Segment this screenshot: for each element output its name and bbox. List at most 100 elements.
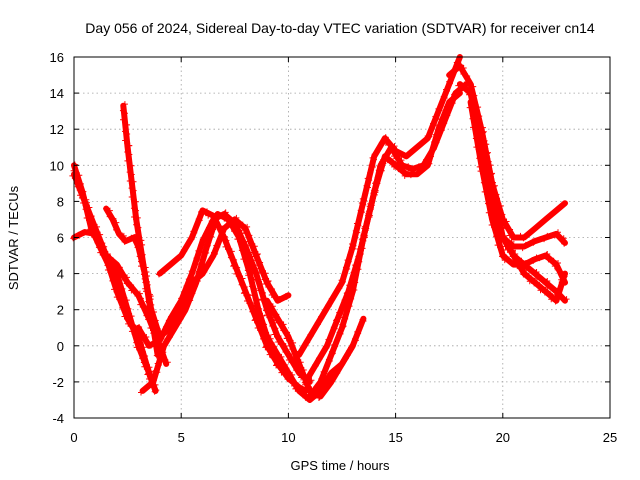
- data-point: [267, 335, 274, 342]
- data-point: [561, 279, 568, 286]
- data-point: [233, 214, 240, 221]
- data-point: [294, 362, 301, 369]
- data-point: [556, 233, 563, 240]
- data-point: [188, 268, 195, 275]
- data-point: [296, 349, 303, 356]
- data-point: [85, 208, 92, 215]
- data-point: [555, 229, 561, 236]
- data-point: [148, 342, 155, 349]
- data-point: [178, 295, 185, 302]
- data-point: [416, 169, 423, 176]
- data-point: [299, 373, 306, 380]
- data-point: [454, 92, 461, 99]
- data-point: [471, 109, 478, 116]
- x-tick-label: 25: [603, 430, 617, 445]
- data-point: [282, 343, 289, 350]
- data-point: [223, 223, 230, 230]
- data-point: [251, 285, 258, 292]
- data-point: [142, 353, 149, 360]
- data-point: [460, 65, 467, 72]
- data-point: [510, 234, 517, 241]
- data-point: [437, 124, 444, 131]
- data-point: [156, 335, 163, 342]
- data-point: [426, 151, 433, 158]
- data-point: [529, 257, 536, 264]
- data-point: [351, 335, 358, 342]
- data-point: [249, 308, 256, 315]
- data-point: [275, 338, 282, 345]
- data-point: [525, 272, 532, 279]
- data-point: [452, 66, 459, 73]
- data-point: [447, 97, 454, 104]
- data-point: [471, 118, 478, 125]
- data-point: [360, 317, 367, 324]
- data-point: [219, 231, 226, 238]
- data-point: [300, 344, 307, 351]
- data-point: [71, 161, 78, 168]
- data-point: [234, 264, 241, 271]
- data-point: [532, 269, 539, 276]
- data-point: [308, 390, 315, 397]
- data-point: [435, 105, 442, 112]
- data-point: [198, 272, 205, 279]
- data-point: [536, 255, 543, 262]
- data-point: [195, 247, 202, 254]
- data-point: [154, 360, 161, 367]
- data-point: [144, 281, 151, 288]
- data-point: [352, 227, 359, 234]
- data-point: [424, 132, 431, 139]
- data-point: [526, 278, 533, 285]
- data-point: [140, 266, 147, 273]
- data-point: [387, 145, 394, 152]
- data-point: [407, 172, 414, 179]
- data-point: [457, 62, 464, 69]
- data-point: [410, 147, 417, 154]
- data-point: [324, 375, 331, 382]
- data-point: [134, 293, 141, 300]
- data-point: [151, 374, 158, 381]
- data-point: [196, 217, 203, 224]
- data-point: [120, 272, 127, 279]
- data-point: [114, 287, 121, 294]
- data-point: [425, 159, 432, 166]
- data-point: [530, 239, 537, 246]
- data-point: [94, 239, 101, 246]
- data-point: [522, 259, 529, 266]
- y-axis-ticks: -4 -2 0 2 4 6 8 10 12 14 16: [50, 50, 610, 426]
- data-point: [394, 160, 401, 167]
- data-point: [151, 388, 158, 395]
- data-point: [241, 283, 248, 290]
- data-point: [391, 153, 397, 160]
- data-point: [153, 367, 160, 374]
- data-point: [231, 262, 237, 269]
- data-point: [149, 379, 156, 386]
- data-point: [139, 331, 146, 338]
- data-point: [131, 234, 138, 241]
- data-point: [113, 294, 120, 301]
- data-point: [171, 257, 178, 264]
- data-point: [448, 96, 455, 103]
- data-point: [251, 243, 258, 250]
- data-point: [479, 129, 486, 136]
- data-point: [490, 205, 497, 212]
- data-point: [358, 236, 365, 243]
- x-tick-label: 0: [70, 430, 77, 445]
- data-point: [212, 221, 219, 228]
- data-point: [527, 229, 534, 236]
- data-point: [341, 271, 348, 278]
- data-point: [75, 231, 82, 238]
- data-point: [289, 346, 296, 353]
- data-point: [483, 182, 490, 189]
- data-point: [233, 270, 240, 277]
- data-point: [550, 257, 557, 264]
- data-point: [135, 243, 142, 250]
- data-point: [121, 238, 128, 245]
- data-point: [441, 94, 448, 101]
- data-point: [256, 317, 263, 324]
- data-point: [326, 338, 333, 345]
- data-point: [318, 313, 325, 320]
- data-point: [180, 308, 187, 315]
- data-point: [157, 354, 164, 361]
- data-point: [349, 241, 356, 248]
- data-point: [526, 229, 533, 236]
